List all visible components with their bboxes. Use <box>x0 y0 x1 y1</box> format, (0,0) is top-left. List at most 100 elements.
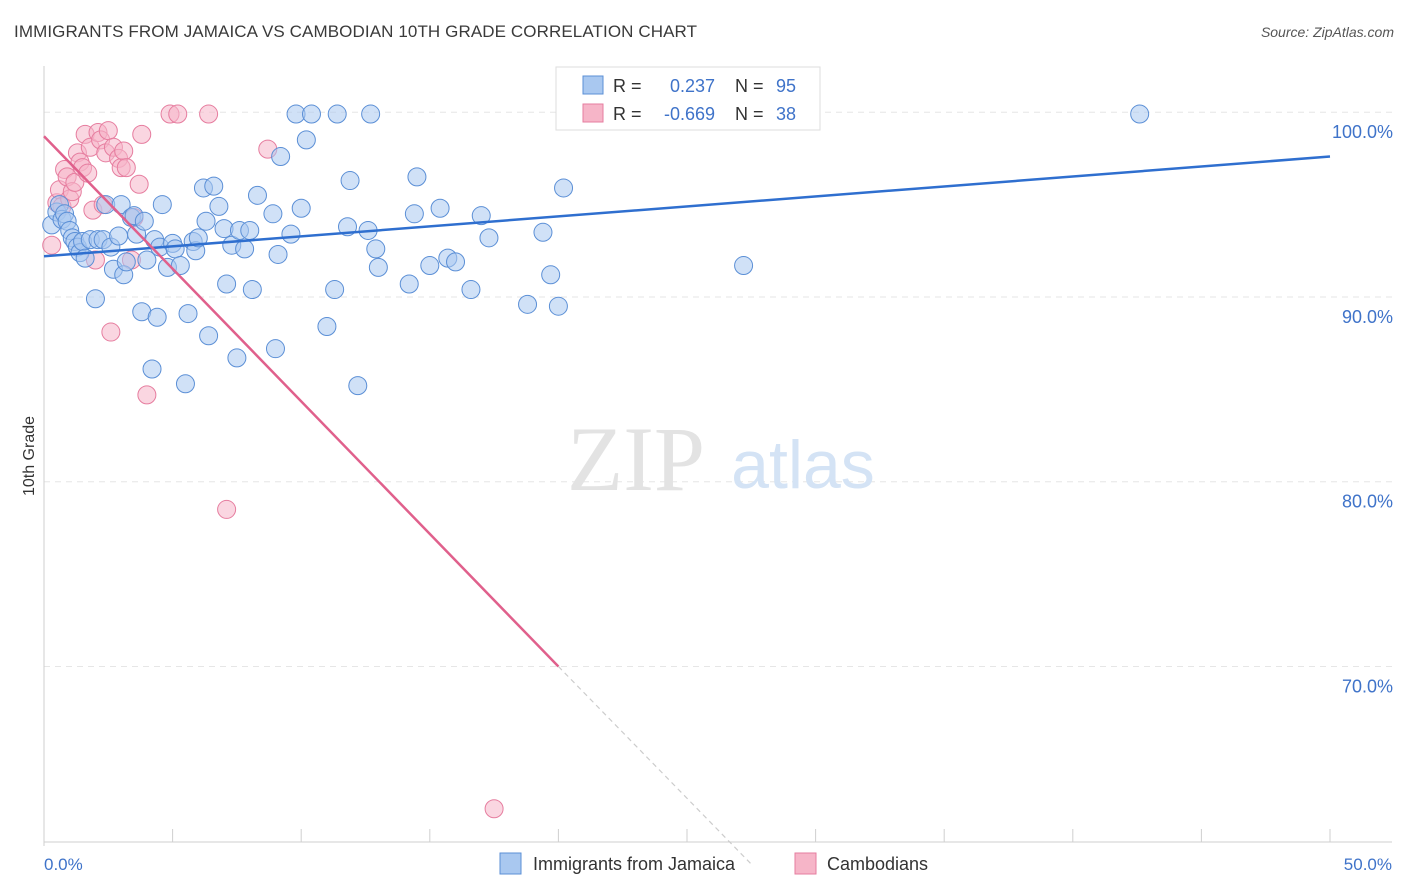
jamaica-point <box>361 104 381 124</box>
jamaica-point <box>178 304 198 324</box>
legend-n-value-1: 95 <box>776 76 796 96</box>
jamaica-point <box>340 171 360 191</box>
y-tick-labels: 70.0% 80.0% 90.0% 100.0% <box>1332 122 1393 696</box>
jamaica-point <box>554 178 574 198</box>
jamaica-point <box>152 195 172 215</box>
bottom-legend: Immigrants from Jamaica Cambodians <box>499 852 928 875</box>
cambodians-point <box>199 104 219 124</box>
chart-title: IMMIGRANTS FROM JAMAICA VS CAMBODIAN 10T… <box>14 22 698 41</box>
jamaica-point <box>268 244 288 264</box>
trend-lines <box>43 135 1331 865</box>
cambodians-point <box>484 799 504 819</box>
jamaica-point <box>147 307 167 327</box>
x-tick-label-max: 50.0% <box>1344 855 1392 874</box>
jamaica-point <box>271 147 291 167</box>
jamaica-point <box>533 222 553 242</box>
jamaica-point <box>325 280 345 300</box>
jamaica-point <box>85 289 105 309</box>
cambodians-point <box>42 235 62 255</box>
series-jamaica <box>42 104 1150 396</box>
source-label: Source: ZipAtlas.com <box>1260 24 1394 40</box>
jamaica-point <box>368 257 388 277</box>
cambodians-point <box>137 385 157 405</box>
jamaica-point <box>479 228 499 248</box>
cambodians-point <box>65 172 85 192</box>
jamaica-point <box>327 104 347 124</box>
trend-line-jamaica <box>43 155 1331 258</box>
x-tick-label-min: 0.0% <box>44 855 83 874</box>
jamaica-point <box>188 228 208 248</box>
jamaica-point <box>196 211 216 231</box>
cambodians-point <box>98 121 118 141</box>
jamaica-point <box>134 211 154 231</box>
jamaica-point <box>348 376 368 396</box>
legend-n-value-2: 38 <box>776 104 796 124</box>
y-tick-label: 70.0% <box>1342 676 1393 696</box>
legend-swatch-pink <box>582 103 604 123</box>
watermark-zip: ZIP <box>567 408 705 510</box>
legend-r-label-2: R = <box>613 104 642 124</box>
jamaica-point <box>247 185 267 205</box>
axes <box>43 66 1392 846</box>
cambodians-point <box>132 124 152 144</box>
jamaica-point <box>109 226 129 246</box>
jamaica-point <box>366 239 386 259</box>
jamaica-point <box>263 204 283 224</box>
legend-r-value-1: 0.237 <box>670 76 715 96</box>
cambodians-point <box>101 322 121 342</box>
jamaica-point <box>461 280 481 300</box>
cambodians-point <box>114 141 134 161</box>
jamaica-point <box>430 198 450 218</box>
jamaica-point <box>142 359 162 379</box>
cambodians-point <box>217 499 237 519</box>
legend-n-label-2: N = <box>735 104 764 124</box>
series-cambodians <box>42 104 504 819</box>
grid-lines <box>44 111 1392 667</box>
jamaica-point <box>204 176 224 196</box>
y-tick-label: 90.0% <box>1342 307 1393 327</box>
jamaica-point <box>291 198 311 218</box>
trend-line-cambodians <box>43 135 560 668</box>
bottom-legend-label-jamaica: Immigrants from Jamaica <box>533 854 736 874</box>
jamaica-point <box>548 296 568 316</box>
jamaica-point <box>240 220 260 240</box>
legend-n-label-1: N = <box>735 76 764 96</box>
stats-legend: R = 0.237 N = 95 R = -0.669 N = 38 <box>555 66 821 131</box>
jamaica-point <box>541 265 561 285</box>
jamaica-point <box>209 196 229 216</box>
jamaica-point <box>227 348 247 368</box>
legend-r-value-2: -0.669 <box>664 104 715 124</box>
jamaica-point <box>235 239 255 259</box>
y-tick-label: 80.0% <box>1342 492 1393 512</box>
legend-swatch-blue <box>582 75 604 95</box>
jamaica-point <box>471 206 491 226</box>
bottom-legend-swatch-cambodians <box>794 852 817 875</box>
bottom-legend-label-cambodians: Cambodians <box>827 854 928 874</box>
jamaica-point <box>301 104 321 124</box>
jamaica-point <box>399 274 419 294</box>
jamaica-point <box>407 167 427 187</box>
cambodians-point <box>129 174 149 194</box>
jamaica-point <box>281 224 301 244</box>
jamaica-point <box>217 274 237 294</box>
jamaica-point <box>734 256 754 276</box>
jamaica-point <box>296 130 316 150</box>
jamaica-point <box>111 195 131 215</box>
jamaica-point <box>420 256 440 276</box>
jamaica-point <box>116 252 136 272</box>
jamaica-point <box>317 317 337 337</box>
bottom-legend-swatch-jamaica <box>499 852 522 875</box>
jamaica-point <box>175 374 195 394</box>
jamaica-point <box>137 250 157 270</box>
legend-r-label-1: R = <box>613 76 642 96</box>
jamaica-point <box>242 280 262 300</box>
jamaica-point <box>265 339 285 359</box>
jamaica-point <box>165 239 185 259</box>
watermark-atlas: atlas <box>731 427 875 503</box>
watermark: ZIP atlas <box>567 408 875 510</box>
trend-line-cambodians-extension <box>557 666 752 865</box>
jamaica-point <box>446 252 466 272</box>
jamaica-point <box>404 204 424 224</box>
y-axis-label: 10th Grade <box>21 416 38 496</box>
